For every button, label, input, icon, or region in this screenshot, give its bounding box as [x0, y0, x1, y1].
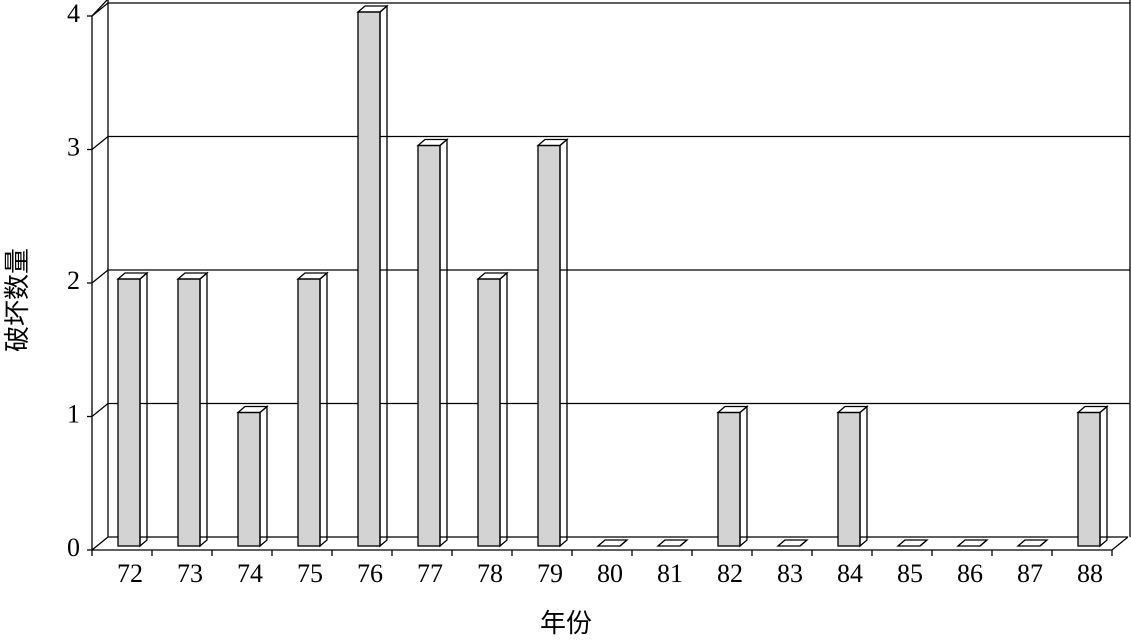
x-tick-label: 81 [657, 559, 683, 588]
x-tick-label: 87 [1017, 559, 1043, 588]
bar-top [776, 539, 809, 547]
x-tick-label: 83 [777, 559, 803, 588]
bar-top [476, 272, 509, 280]
back-wall [107, 0, 1131, 537]
left-wall [91, 0, 108, 550]
bar [357, 11, 381, 547]
y-tick-label: 1 [67, 399, 80, 428]
grid-line [91, 269, 1130, 284]
bar [477, 278, 501, 547]
bar-top [116, 272, 149, 280]
x-tick-label: 82 [717, 559, 743, 588]
bar [297, 278, 321, 547]
y-axis-label: 破坏数量 [3, 248, 32, 352]
bar-top [176, 272, 209, 280]
y-tick-label: 2 [67, 266, 80, 295]
bar-top [596, 539, 629, 547]
bar-side [259, 405, 268, 548]
bar-top [536, 138, 569, 147]
bar-top [296, 272, 329, 280]
x-tick-label: 72 [117, 559, 143, 588]
bar [417, 144, 441, 547]
grid-line [91, 135, 1130, 151]
x-tick-label: 85 [897, 559, 923, 588]
x-tick-label: 80 [597, 559, 623, 588]
bar [537, 144, 561, 547]
bar-top [836, 405, 869, 414]
x-tick-label: 77 [417, 559, 443, 588]
bar-side [379, 4, 388, 548]
x-tick-label: 74 [237, 559, 263, 588]
bar [237, 411, 261, 547]
x-tick-label: 76 [357, 559, 383, 588]
x-tick-label: 79 [537, 559, 563, 588]
x-tick-label: 88 [1077, 559, 1103, 588]
bar-top [656, 539, 689, 547]
bar-side [739, 405, 748, 548]
x-tick-label: 86 [957, 559, 983, 588]
grid-line [91, 402, 1130, 418]
bar-top [956, 539, 989, 547]
bar [177, 278, 201, 547]
bar-side [559, 138, 568, 548]
x-tick-label: 73 [177, 559, 203, 588]
x-axis-label: 年份 [540, 609, 592, 638]
bar-top [716, 405, 749, 414]
bar-side [139, 271, 148, 548]
y-tick-label: 3 [67, 132, 80, 161]
y-tick-label: 0 [67, 533, 80, 562]
bar-top [356, 5, 389, 13]
bar-side [499, 271, 508, 548]
bar-side [1099, 405, 1108, 548]
x-tick-label: 78 [477, 559, 503, 588]
bar-top [416, 138, 449, 147]
bar [837, 411, 861, 547]
bar-side [439, 138, 448, 548]
y-tick-label: 4 [67, 0, 80, 28]
bar-side [319, 271, 328, 548]
grid-line [91, 2, 1130, 17]
bar [117, 278, 141, 547]
x-tick-label: 75 [297, 559, 323, 588]
x-tick-label: 84 [837, 559, 863, 588]
bar-top [1016, 539, 1049, 547]
bar-top [896, 539, 929, 547]
bar [717, 411, 741, 547]
bar-top [236, 405, 269, 414]
bar-top [1076, 405, 1109, 414]
bar-side [859, 405, 868, 548]
bar [1077, 411, 1101, 547]
bar-side [199, 271, 208, 548]
